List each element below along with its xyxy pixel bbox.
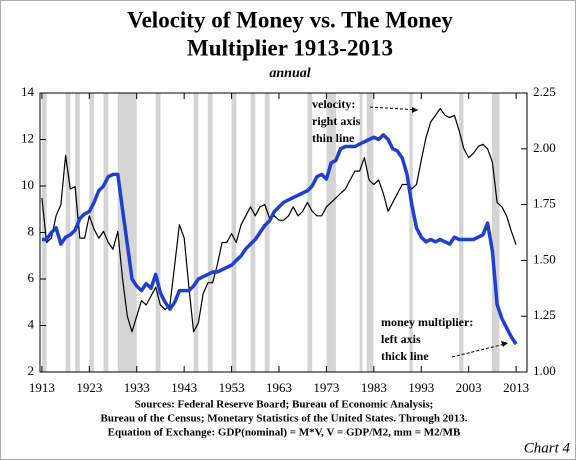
shaded-period (65, 93, 71, 372)
y2-tick-label: 1.25 (533, 307, 556, 322)
annotation: velocity: (312, 97, 355, 111)
shaded-period (366, 93, 374, 372)
y-tick-label: 4 (28, 316, 35, 331)
plot-area (39, 92, 528, 373)
shaded-period (193, 93, 199, 372)
shaded-period (250, 93, 256, 372)
shaded-period (75, 93, 80, 372)
x-tick-label: 1913 (29, 380, 55, 395)
shaded-period (207, 93, 213, 372)
shaded-period (89, 93, 95, 372)
y2-tick-label: 1.50 (533, 251, 556, 266)
y-tick-label: 6 (28, 270, 35, 285)
x-tick-label: 1943 (171, 380, 197, 395)
y-tick-label: 8 (28, 223, 35, 238)
y2-tick-label: 2.00 (533, 140, 556, 155)
x-tick-label: 1953 (219, 380, 245, 395)
x-tick-label: 2013 (503, 380, 529, 395)
shaded-period (231, 93, 237, 372)
y-tick-label: 12 (21, 130, 34, 145)
x-tick-label: 2003 (456, 380, 482, 395)
shaded-period (326, 93, 336, 372)
shaded-period (103, 93, 109, 372)
annotation: thin line (312, 131, 355, 145)
y2-tick-label: 1.00 (533, 363, 556, 378)
series-line (41, 108, 517, 333)
shaded-period (307, 93, 313, 372)
arrow-head (412, 107, 418, 113)
chart-title: Multiplier 1913-2013 (187, 35, 393, 60)
annotation: right axis (312, 114, 361, 128)
source-note: Bureau of the Census; Monetary Statistic… (101, 413, 468, 425)
shaded-period (155, 93, 161, 372)
annotation: money multiplier: (381, 315, 473, 329)
annotation: thick line (381, 349, 429, 363)
x-tick-label: 1983 (361, 380, 387, 395)
chart-title: Velocity of Money vs. The Money (127, 7, 453, 32)
annotation: left axis (381, 332, 421, 346)
chart-label: Chart 4 (524, 440, 571, 456)
chart-subtitle: annual (269, 66, 310, 81)
source-note: Sources: Federal Reserve Board; Bureau o… (135, 399, 434, 411)
shaded-period (359, 93, 363, 372)
x-tick-label: 1993 (408, 380, 434, 395)
annotation-arrow (369, 106, 419, 111)
x-tick-label: 1973 (313, 380, 339, 395)
x-tick-label: 1963 (266, 380, 292, 395)
series-line (41, 133, 518, 346)
x-tick-label: 1933 (124, 380, 150, 395)
y-tick-label: 14 (21, 84, 35, 99)
source-note: Equation of Exchange: GDP(nominal) = M*V… (108, 427, 461, 439)
y-tick-label: 10 (21, 177, 34, 192)
annotation-arrow (451, 343, 506, 358)
x-tick-label: 1923 (76, 380, 102, 395)
y-tick-label: 2 (28, 363, 35, 378)
y2-tick-label: 1.75 (533, 196, 556, 211)
y2-tick-label: 2.25 (533, 84, 556, 99)
shaded-period (409, 93, 413, 372)
arrow-head (501, 341, 508, 347)
shaded-period (264, 93, 270, 372)
shaded-period (459, 93, 464, 372)
shaded-period (491, 93, 500, 372)
